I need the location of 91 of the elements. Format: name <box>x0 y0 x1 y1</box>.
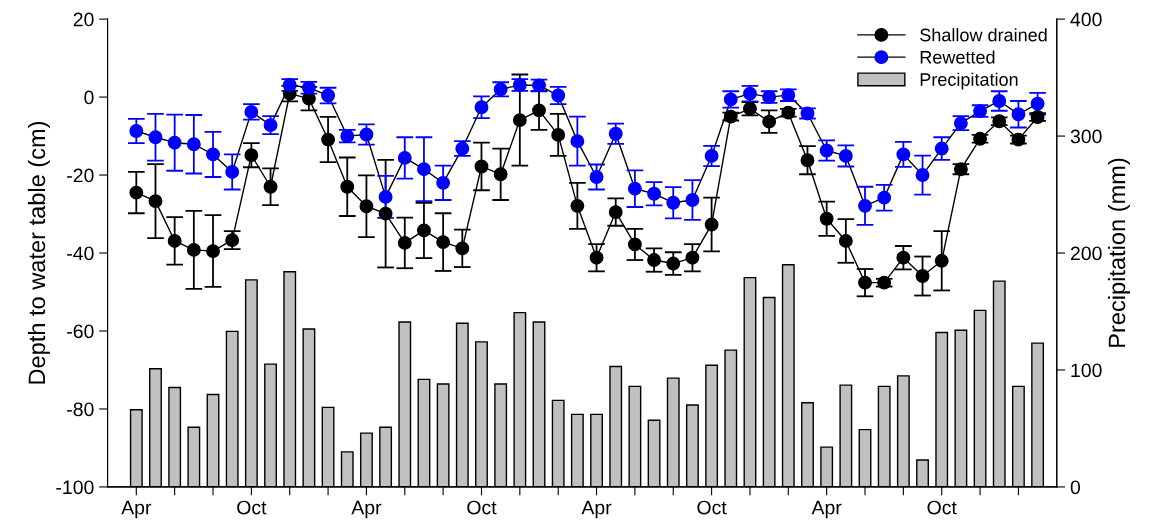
point <box>378 189 393 204</box>
point <box>647 186 662 201</box>
point <box>819 211 834 226</box>
point <box>417 223 431 238</box>
y-tick-label: -60 <box>67 324 94 339</box>
point <box>858 198 872 213</box>
y-tick-label: -20 <box>67 168 94 183</box>
x-tick-label: Oct <box>237 500 267 515</box>
point <box>359 199 374 214</box>
point <box>608 205 623 220</box>
point <box>474 159 489 174</box>
point <box>532 103 546 118</box>
point <box>819 143 834 158</box>
point <box>915 269 930 283</box>
point <box>608 126 623 141</box>
y2-tick-label: 0 <box>1070 480 1081 495</box>
point <box>666 195 681 210</box>
point <box>877 190 892 205</box>
point <box>186 242 201 257</box>
x-tick-label: Oct <box>697 500 727 515</box>
point <box>129 185 144 200</box>
point <box>167 233 182 248</box>
point <box>417 162 431 177</box>
x-tick-label: Apr <box>811 500 842 519</box>
y2-tick-label: 100 <box>1071 363 1102 378</box>
point <box>436 235 451 250</box>
point <box>436 175 451 190</box>
y-axis-title: Depth to water table (cm) <box>27 121 50 384</box>
point <box>896 147 911 162</box>
point <box>704 149 719 163</box>
point <box>1030 96 1045 111</box>
point <box>551 127 566 142</box>
point <box>225 164 240 179</box>
point <box>455 241 470 256</box>
point <box>148 194 163 209</box>
point <box>589 250 604 265</box>
y-tick-label: -100 <box>56 480 94 495</box>
point <box>704 217 719 232</box>
x-tick-label: Apr <box>581 500 612 519</box>
point <box>858 275 872 290</box>
legend-label: Rewetted <box>920 50 995 64</box>
point <box>378 206 393 221</box>
x-tick-label: Oct <box>467 500 497 515</box>
point <box>512 113 527 128</box>
y-tick-label: 0 <box>84 90 94 105</box>
point <box>838 233 853 248</box>
point <box>685 250 700 265</box>
point <box>1011 107 1026 122</box>
x-tick-label: Apr <box>121 500 152 519</box>
point <box>838 149 853 163</box>
y-tick-label: -80 <box>67 402 94 417</box>
y2-tick-label: 200 <box>1070 246 1102 261</box>
point <box>570 198 585 213</box>
point <box>934 141 949 156</box>
point <box>896 250 911 265</box>
x-tick-label: Apr <box>351 500 382 519</box>
point <box>167 135 182 150</box>
y2-axis-title: Precipitation (mm) <box>1107 158 1130 347</box>
point <box>934 253 949 268</box>
legend-label: Shallow drained <box>920 28 1047 42</box>
point <box>186 137 201 152</box>
legend-label: Precipitation <box>920 72 1018 90</box>
point <box>666 256 681 271</box>
point <box>244 148 259 163</box>
point <box>359 127 374 142</box>
point <box>263 179 278 194</box>
y-tick-label: -40 <box>67 246 94 261</box>
point <box>800 153 815 168</box>
point <box>340 179 355 194</box>
point <box>148 130 163 145</box>
point <box>647 253 662 267</box>
point <box>685 193 700 207</box>
point <box>627 181 642 196</box>
point <box>589 170 604 184</box>
point <box>762 114 777 129</box>
point <box>474 100 489 115</box>
point <box>915 168 930 182</box>
y2-tick-label: 400 <box>1070 12 1102 27</box>
y-tick-label: 20 <box>73 12 94 27</box>
point <box>992 94 1007 108</box>
point <box>321 132 336 147</box>
y2-tick-label: 300 <box>1070 129 1102 144</box>
point <box>206 147 220 162</box>
point <box>397 235 412 250</box>
x-tick-label: Oct <box>927 500 957 515</box>
point <box>570 134 585 149</box>
point <box>129 124 144 138</box>
point <box>493 167 508 182</box>
point <box>206 244 220 259</box>
point <box>627 237 642 252</box>
point <box>397 150 412 165</box>
